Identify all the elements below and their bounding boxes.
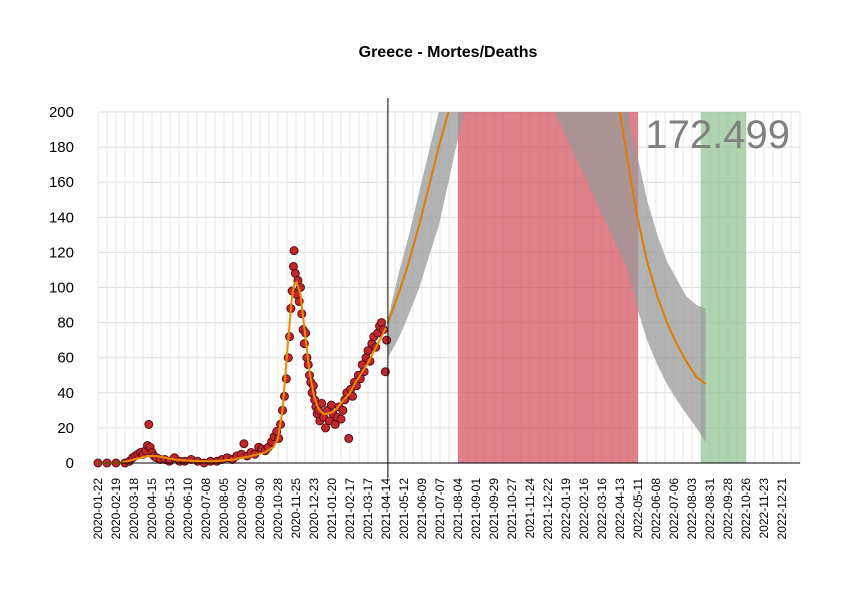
trend-line — [98, 280, 387, 464]
total-annotation: 172.499 — [645, 113, 790, 157]
x-tick-labels: 2020-01-22 2020-02-19 2020-03-18 2020-04-15… — [91, 478, 789, 540]
x-tick-label: 2020-07-08 — [199, 478, 213, 540]
y-tick-label: 20 — [57, 420, 74, 437]
y-tick-label: 120 — [49, 244, 74, 261]
data-point — [281, 374, 291, 384]
data-point — [348, 391, 358, 401]
x-tick-label: 2021-12-22 — [541, 478, 555, 540]
y-tick-label: 0 — [66, 455, 74, 472]
x-tick-label: 2021-01-20 — [325, 478, 339, 540]
x-tick-label: 2020-10-28 — [271, 478, 285, 540]
x-tick-label: 2022-06-08 — [649, 478, 663, 540]
x-tick-label: 2022-04-13 — [613, 478, 627, 540]
y-tick-label: 200 — [49, 104, 74, 121]
data-point — [363, 346, 373, 356]
x-tick-label: 2020-05-13 — [163, 478, 177, 540]
x-tick-label: 2021-05-12 — [397, 478, 411, 540]
projection-line — [386, 111, 450, 323]
x-tick-label: 2022-08-03 — [685, 478, 699, 540]
data-point — [321, 423, 331, 433]
x-tick-label: 2021-08-04 — [451, 478, 465, 540]
x-tick-label: 2022-03-16 — [595, 478, 609, 540]
y-tick-label: 180 — [49, 139, 74, 156]
x-tick-label: 2022-09-28 — [721, 478, 735, 540]
x-tick-label: 2022-08-31 — [703, 478, 717, 540]
data-point — [380, 367, 390, 377]
data-point — [317, 398, 327, 408]
x-tick-label: 2022-01-19 — [559, 478, 573, 540]
x-tick-label: 2021-11-24 — [523, 478, 537, 539]
y-tick-label: 100 — [49, 280, 74, 297]
y-tick-label: 80 — [57, 315, 74, 332]
projection-line — [619, 111, 707, 385]
x-tick-label: 2020-06-10 — [181, 478, 195, 540]
x-tick-label: 2021-06-09 — [415, 478, 429, 540]
x-tick-label: 2021-07-07 — [433, 478, 447, 540]
x-tick-label: 2022-07-06 — [667, 478, 681, 540]
data-point — [336, 414, 346, 424]
x-tick-label: 2020-08-05 — [217, 478, 231, 540]
y-tick-label: 160 — [49, 174, 74, 191]
shaded-region — [701, 112, 746, 463]
x-tick-label: 2021-09-29 — [487, 478, 501, 540]
y-tick-label: 40 — [57, 385, 74, 402]
data-point — [382, 335, 392, 345]
data-point — [338, 405, 348, 415]
x-tick-label: 2021-04-14 — [379, 478, 393, 540]
x-tick-label: 2020-12-23 — [307, 478, 321, 540]
x-tick-label: 2021-02-17 — [343, 478, 357, 540]
trend-lines — [98, 111, 707, 464]
x-tick-label: 2022-02-16 — [577, 478, 591, 540]
x-tick-label: 2022-12-21 — [775, 478, 789, 540]
x-tick-label: 2020-02-19 — [109, 478, 123, 540]
x-tick-label: 2021-09-01 — [469, 478, 483, 540]
x-tick-label: 2020-01-22 — [91, 478, 105, 540]
chart-title: Greece - Mortes/Deaths — [359, 44, 538, 61]
projection-band-area — [387, 112, 706, 442]
x-tick-label: 2020-09-30 — [253, 478, 267, 540]
data-point — [144, 419, 154, 429]
x-tick-label: 2020-03-18 — [127, 478, 141, 540]
x-tick-label: 2021-03-17 — [361, 478, 375, 540]
x-tick-label: 2020-09-02 — [235, 478, 249, 540]
axes — [98, 98, 800, 478]
x-tick-label: 2020-04-15 — [145, 478, 159, 540]
y-tick-labels: 0 20 40 60 80 100 120 140 160 180 200 — [49, 104, 74, 472]
x-tick-label: 2020-11-25 — [289, 478, 303, 539]
data-point — [326, 400, 336, 410]
data-point — [283, 353, 293, 363]
x-tick-label: 2022-05-11 — [631, 478, 645, 539]
projection-band — [387, 112, 706, 442]
data-point — [289, 246, 299, 256]
y-tick-label: 140 — [49, 209, 74, 226]
data-point — [344, 433, 354, 443]
data-point — [239, 439, 249, 449]
x-tick-label: 2022-10-26 — [739, 478, 753, 540]
x-tick-label: 2021-10-27 — [505, 478, 519, 540]
x-tick-label: 2022-11-23 — [757, 478, 771, 539]
y-tick-label: 60 — [57, 350, 74, 367]
